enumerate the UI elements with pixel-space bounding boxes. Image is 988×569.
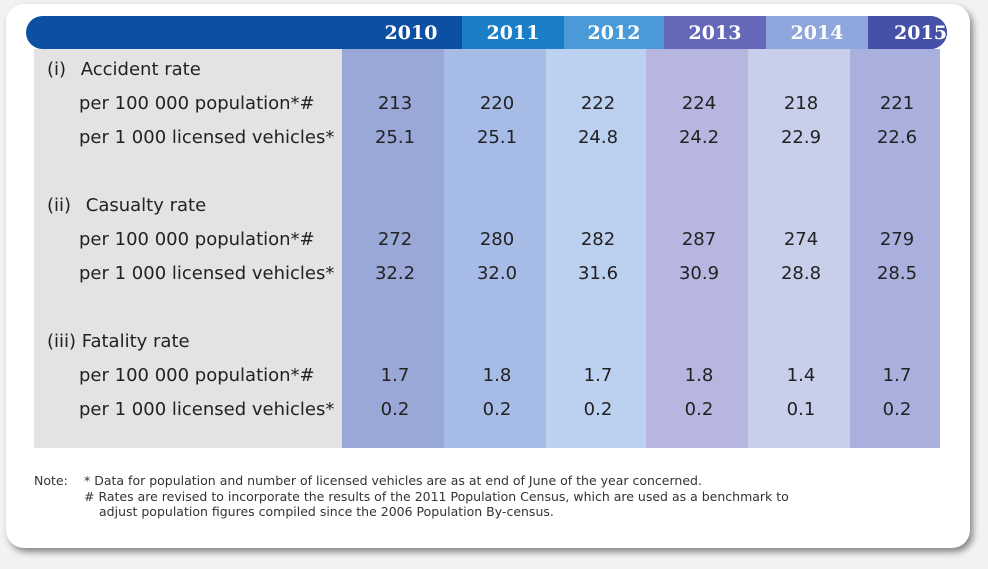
cell-value: 25.1 bbox=[476, 127, 518, 148]
cell-value: 22.9 bbox=[780, 127, 822, 148]
cell-value: 24.8 bbox=[577, 127, 619, 148]
row-label: per 1 000 licensed vehicles* bbox=[79, 399, 335, 420]
header-bar: 2010 2011 2012 2013 2014 2015 bbox=[26, 16, 947, 49]
year-header-2013: 2013 bbox=[664, 16, 766, 49]
year-column-2014 bbox=[748, 49, 850, 448]
cell-value: 213 bbox=[377, 93, 413, 114]
note-line-3: adjust population figures compiled since… bbox=[99, 504, 554, 519]
section-title: (ii) Casualty rate bbox=[47, 195, 207, 216]
cell-value: 28.5 bbox=[876, 263, 918, 284]
row-label-panel bbox=[34, 49, 342, 448]
cell-value: 224 bbox=[681, 93, 717, 114]
cell-value: 280 bbox=[479, 229, 515, 250]
cell-value: 1.7 bbox=[583, 365, 613, 386]
cell-value: 287 bbox=[681, 229, 717, 250]
note-line-2: # Rates are revised to incorporate the r… bbox=[84, 489, 789, 504]
year-header-2015: 2015 bbox=[868, 16, 947, 49]
cell-value: 0.2 bbox=[684, 399, 714, 420]
cell-value: 32.0 bbox=[476, 263, 518, 284]
cell-value: 272 bbox=[377, 229, 413, 250]
cell-value: 28.8 bbox=[780, 263, 822, 284]
cell-value: 0.2 bbox=[482, 399, 512, 420]
cell-value: 1.8 bbox=[482, 365, 512, 386]
cell-value: 31.6 bbox=[577, 263, 619, 284]
year-header-2010: 2010 bbox=[360, 16, 462, 49]
cell-value: 1.4 bbox=[786, 365, 816, 386]
cell-value: 32.2 bbox=[374, 263, 416, 284]
year-header-2011: 2011 bbox=[462, 16, 564, 49]
cell-value: 274 bbox=[783, 229, 819, 250]
cell-value: 282 bbox=[580, 229, 616, 250]
cell-value: 0.1 bbox=[786, 399, 816, 420]
cell-value: 1.8 bbox=[684, 365, 714, 386]
section-title: (iii) Fatality rate bbox=[47, 331, 190, 352]
note-prefix: Note: bbox=[34, 473, 68, 488]
section-title: (i) Accident rate bbox=[47, 59, 201, 80]
cell-value: 24.2 bbox=[678, 127, 720, 148]
cell-value: 0.2 bbox=[380, 399, 410, 420]
year-column-2012 bbox=[546, 49, 646, 448]
cell-value: 279 bbox=[879, 229, 915, 250]
cell-value: 25.1 bbox=[374, 127, 416, 148]
year-header-2012: 2012 bbox=[564, 16, 664, 49]
cell-value: 1.7 bbox=[882, 365, 912, 386]
year-column-2010 bbox=[342, 49, 444, 448]
note-line-1: * Data for population and number of lice… bbox=[84, 473, 702, 488]
cell-value: 222 bbox=[580, 93, 616, 114]
cell-value: 220 bbox=[479, 93, 515, 114]
cell-value: 22.6 bbox=[876, 127, 918, 148]
cell-value: 1.7 bbox=[380, 365, 410, 386]
row-label: per 100 000 population*# bbox=[79, 93, 315, 114]
cell-value: 0.2 bbox=[583, 399, 613, 420]
cell-value: 221 bbox=[879, 93, 915, 114]
year-column-2015 bbox=[850, 49, 940, 448]
row-label: per 100 000 population*# bbox=[79, 229, 315, 250]
row-label: per 1 000 licensed vehicles* bbox=[79, 263, 335, 284]
row-label: per 100 000 population*# bbox=[79, 365, 315, 386]
row-label: per 1 000 licensed vehicles* bbox=[79, 127, 335, 148]
cell-value: 30.9 bbox=[678, 263, 720, 284]
year-column-2013 bbox=[646, 49, 748, 448]
cell-value: 0.2 bbox=[882, 399, 912, 420]
cell-value: 218 bbox=[783, 93, 819, 114]
year-header-2014: 2014 bbox=[766, 16, 868, 49]
year-column-2011 bbox=[444, 49, 546, 448]
